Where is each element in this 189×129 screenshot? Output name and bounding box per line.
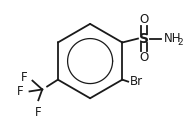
Text: F: F: [17, 85, 24, 98]
Text: NH: NH: [163, 32, 181, 45]
Text: F: F: [21, 71, 28, 84]
Text: S: S: [139, 32, 149, 46]
Text: O: O: [139, 13, 148, 26]
Text: O: O: [139, 51, 148, 64]
Text: F: F: [35, 106, 42, 119]
Text: Br: Br: [130, 75, 143, 88]
Text: 2: 2: [177, 38, 183, 47]
